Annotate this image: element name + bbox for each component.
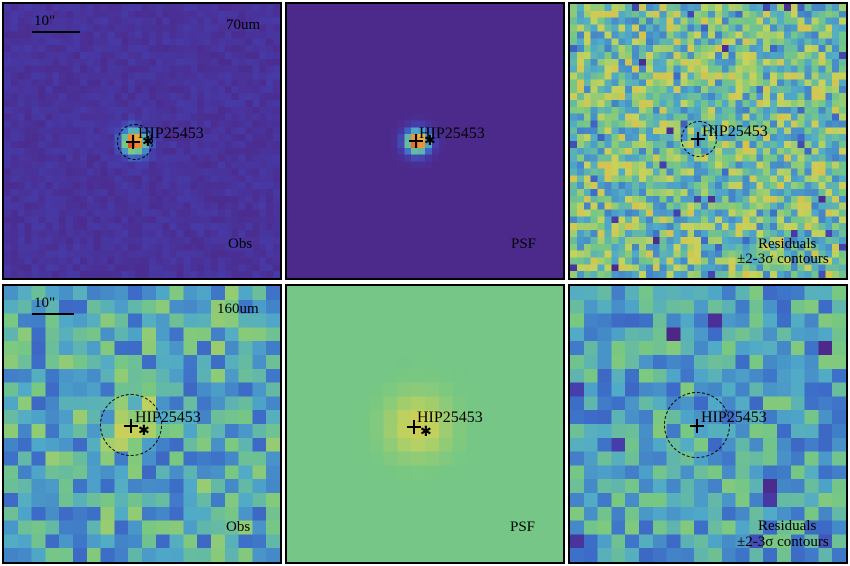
source-label: HIP25453 [419, 125, 485, 142]
scale-bar-label: 10" [34, 295, 56, 311]
source-cross-marker [407, 420, 421, 434]
source-cross-marker [690, 419, 704, 433]
aperture-circle [117, 124, 153, 160]
source-label: HIP25453 [417, 409, 483, 426]
scale-bar [32, 313, 74, 315]
source-cross-marker [126, 135, 140, 149]
panel-label: PSF [510, 519, 536, 535]
panel-sublabel: ±2-3σ contours [737, 251, 829, 267]
source-label: HIP25453 [701, 409, 767, 426]
panel-label: PSF [511, 236, 537, 252]
wavelength-label: 160um [217, 301, 259, 317]
image-160um-psf [287, 286, 563, 562]
panel-70um-obs: 10" 70um ✱ HIP25453 Obs [2, 2, 282, 280]
panel-label: Obs [228, 236, 253, 252]
source-label: HIP25453 [135, 409, 201, 426]
source-cross-marker [691, 132, 705, 146]
panel-sublabel: ±2-3σ contours [737, 534, 829, 550]
panel-label: Obs [226, 519, 251, 535]
panel-160um-obs: 10" 160um ✱ HIP25453 Obs [2, 284, 282, 564]
image-70um-psf [287, 4, 563, 278]
aperture-circle [100, 394, 162, 456]
wavelength-label: 70um [226, 17, 261, 33]
source-label: HIP25453 [702, 123, 768, 140]
panel-160um-psf: ✱ HIP25453 PSF [285, 284, 565, 564]
star-marker: ✱ [142, 134, 154, 150]
source-cross-marker [409, 134, 423, 148]
source-label: HIP25453 [138, 125, 204, 142]
panel-label: Residuals [758, 236, 817, 252]
star-marker: ✱ [420, 424, 432, 440]
star-marker: ✱ [424, 133, 436, 149]
panel-70um-residuals: HIP25453 Residuals ±2-3σ contours [568, 2, 848, 280]
panel-label: Residuals [758, 518, 817, 534]
scale-bar [32, 31, 80, 33]
panel-70um-psf: ✱ HIP25453 PSF [285, 2, 565, 280]
panel-160um-residuals: HIP25453 Residuals ±2-3σ contours [568, 284, 848, 564]
aperture-circle [681, 121, 717, 157]
source-cross-marker [124, 419, 138, 433]
scale-bar-label: 10" [34, 13, 56, 29]
star-marker: ✱ [138, 423, 150, 439]
aperture-circle [664, 392, 730, 458]
